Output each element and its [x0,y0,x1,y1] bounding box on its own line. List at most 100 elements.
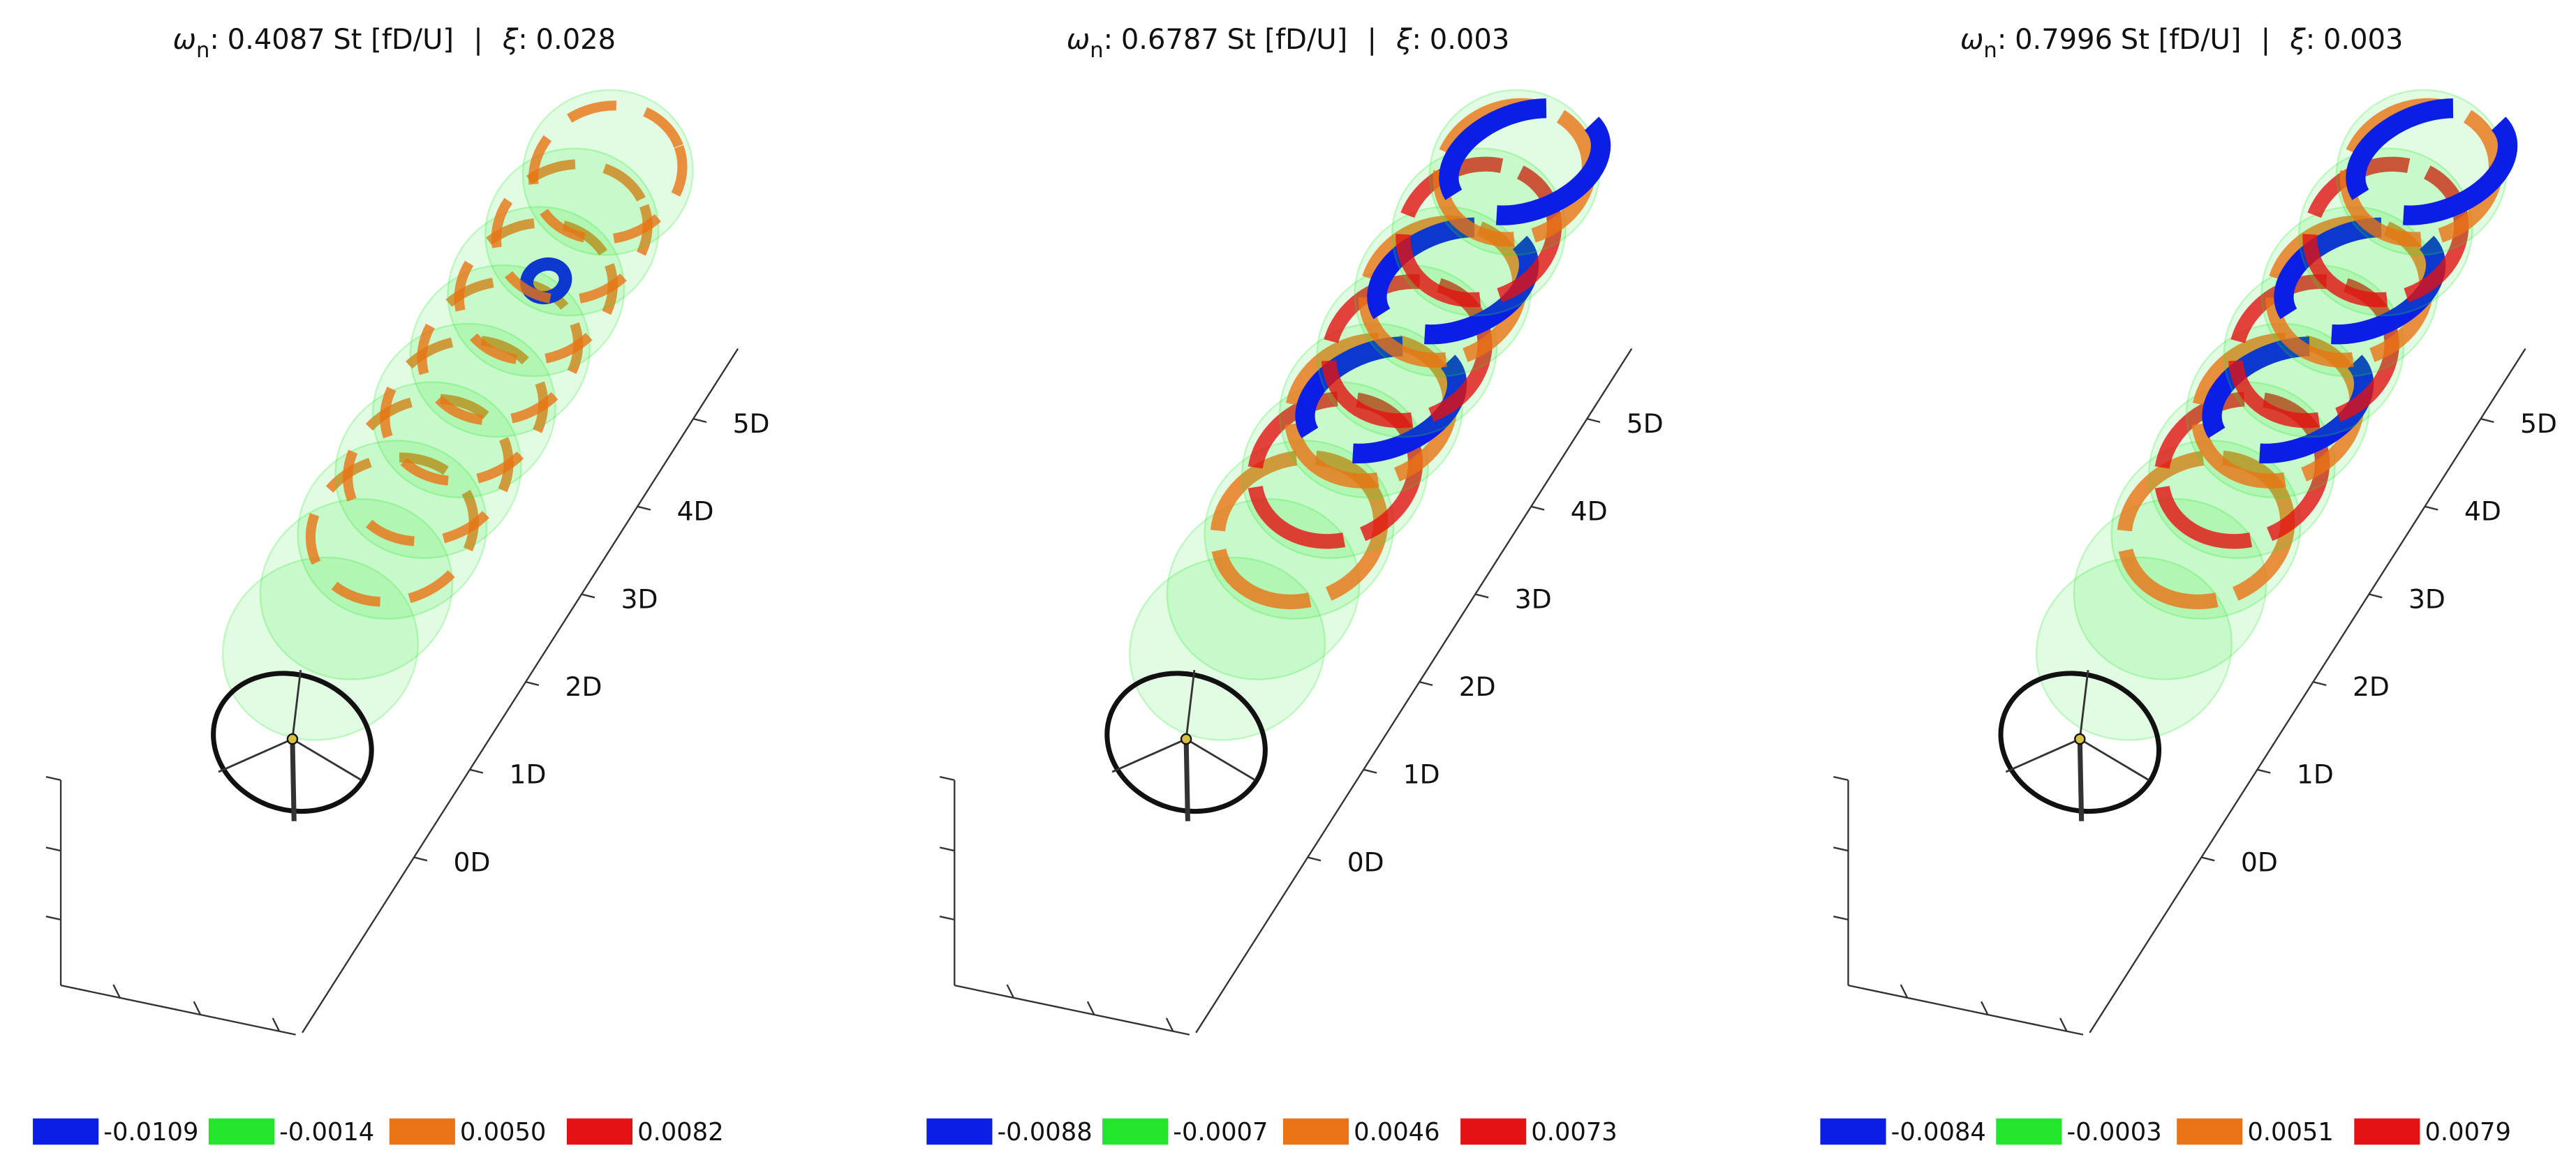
box-tick [1900,984,1909,999]
wheel [1998,671,2162,814]
tick-mark [2201,856,2215,862]
tick-mark [1363,768,1377,774]
damping-value: 0.028 [536,24,616,56]
isosurface-ring [1359,215,1527,368]
legend-swatch [1820,1118,1886,1145]
legend-label: 0.0051 [2247,1118,2333,1147]
box-tick [45,916,61,921]
frequency-symbol: ω [1960,24,1984,56]
damping-value: 0.003 [1430,24,1510,56]
box-line [954,984,1190,1036]
panel: ωn: 0.6787 St [fD/U] | ξ: 0.0030D1D2D3D4D5D-0… [926,24,1664,1147]
frequency-value: 0.4087 [228,24,325,56]
legend-label: -0.0109 [103,1118,198,1147]
wheel-spoke [292,738,362,782]
tick-label: 5D [2520,408,2557,439]
isosurface-blue [2274,217,2446,345]
legend-label: 0.0082 [637,1118,723,1147]
colon: : [209,24,219,56]
isosurface-ring [2191,332,2364,488]
wheel-spoke [1111,738,1187,773]
box-tick [1165,1017,1174,1032]
frequency-subscript: n [1983,38,1997,62]
tick-label: 4D [1571,496,1608,527]
tick-mark [525,680,540,686]
legend-swatch [1102,1118,1169,1145]
tick-label: 0D [2241,846,2278,877]
wheel-spoke [1185,738,1256,782]
separator: | [473,24,482,56]
wheel-axle [290,738,297,821]
tick-mark [693,417,707,423]
wheel-hub [286,733,299,745]
box-tick [45,846,61,852]
tick-mark [1531,505,1545,511]
legend-label: -0.0007 [1173,1118,1268,1147]
isosurface-ring [1284,332,1458,488]
wheel-spoke [2078,670,2089,740]
tick-label: 2D [565,671,602,702]
frequency-subscript: n [196,38,209,62]
isosurface-blue [2346,98,2518,225]
tick-mark [1307,856,1322,862]
legend-label: -0.0088 [997,1118,1092,1147]
isosurface-ring [305,452,479,607]
legend-swatch [926,1118,993,1145]
tick-label: 3D [2408,583,2445,614]
axis-line [2089,348,2526,1034]
box-tick [45,776,61,782]
damping-value: 0.003 [2323,24,2404,56]
frequency-unit: St [fD/U] [333,24,454,56]
legend-label: 0.0050 [460,1118,546,1147]
legend-swatch [1996,1118,2062,1145]
tick-mark [581,593,595,599]
box-tick [1833,916,1849,921]
wheel-hub [2074,733,2086,745]
damping-symbol: ξ [502,24,519,56]
isosurface-blue [1439,98,1611,225]
isosurface-ring [2117,449,2295,609]
wheel-axle [2077,738,2085,821]
tick-label: 5D [733,408,770,439]
frequency-value: 0.7996 [2015,24,2112,56]
legend-swatch [2354,1118,2420,1145]
separator: | [2261,24,2270,56]
isosurface-ring [1210,449,1389,609]
isosurface-ring [454,218,618,366]
legend-swatch [33,1118,99,1145]
tick-mark [1587,417,1601,423]
legend-label: -0.0003 [2066,1118,2161,1147]
colon: : [2306,24,2315,56]
tick-label: 1D [510,759,547,790]
tick-mark [637,505,651,511]
frequency-symbol: ω [173,24,197,56]
isosurface-blue [1295,336,1467,463]
isosurface-blue [1367,217,1539,345]
tick-mark [1474,593,1489,599]
damping-symbol: ξ [1396,24,1412,56]
isosurface-blue [2202,336,2374,463]
box-tick [1833,776,1849,782]
colon: : [1412,24,1421,56]
tick-label: 3D [621,583,658,614]
tick-label: 3D [1515,583,1552,614]
tick-mark [2425,505,2438,511]
frequency-value: 0.6787 [1121,24,1219,56]
wheel [1104,671,1268,814]
isosurface-ring [528,100,688,245]
wheel-axle [1183,738,1190,821]
panel: ωn: 0.4087 St [fD/U] | ξ: 0.0280D1D2D3D4D5D-0… [33,24,770,1147]
wheel-spoke [218,738,293,773]
wheel-hub [1180,733,1192,745]
tick-mark [1419,680,1433,686]
frequency-symbol: ω [1067,24,1090,56]
isosurface-green [521,89,694,256]
tick-mark [469,768,484,774]
tick-label: 1D [1403,759,1440,790]
isosurface-ring [380,335,549,486]
tick-label: 2D [2353,671,2390,702]
box-tick [1006,984,1015,999]
box-tick [193,1001,202,1015]
